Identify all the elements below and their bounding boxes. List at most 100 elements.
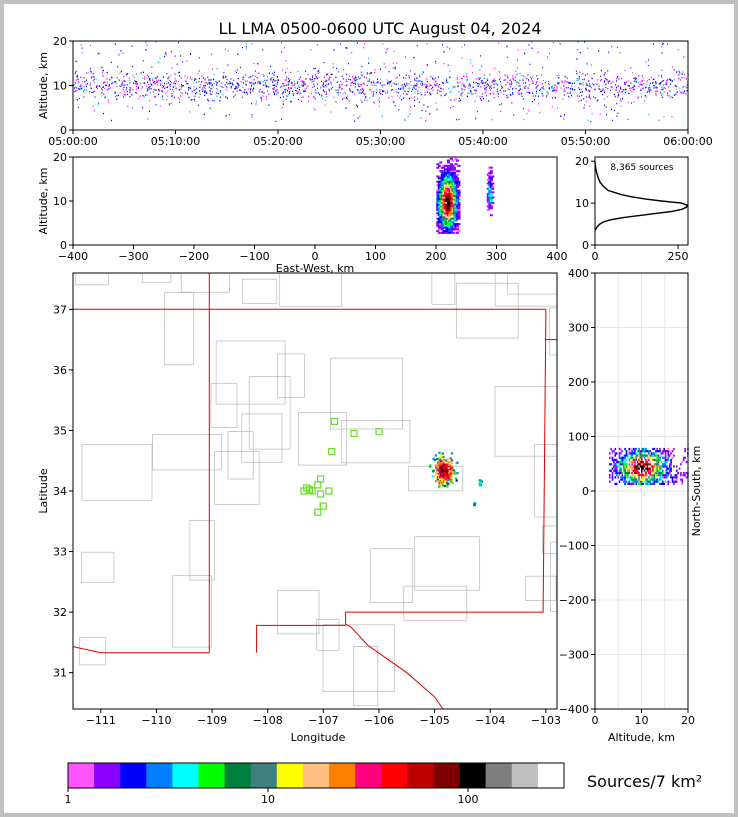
source-point: [645, 86, 647, 88]
source-point: [451, 90, 452, 92]
density-cell: [641, 482, 643, 485]
density-cell: [491, 187, 495, 190]
density-cell: [642, 467, 644, 470]
source-point: [587, 119, 589, 121]
source-point: [122, 88, 124, 90]
density-cell: [636, 467, 639, 470]
density-cell: [666, 458, 668, 461]
altitude-tick-label: 0: [60, 239, 67, 252]
eastwest-panel-frame: [72, 156, 558, 246]
source-point: [406, 93, 408, 95]
source-point: [652, 78, 654, 81]
source-point: [608, 80, 610, 83]
density-cell: [648, 450, 650, 453]
source-point: [171, 82, 173, 84]
source-point: [270, 65, 272, 67]
source-point: [215, 92, 217, 94]
source-point: [498, 71, 500, 73]
source-point: [549, 88, 551, 90]
source-point: [630, 82, 632, 84]
density-cell: [673, 476, 675, 479]
source-point: [605, 86, 607, 89]
source-point: [434, 77, 436, 79]
source-cell: [447, 483, 450, 486]
density-cell: [634, 456, 636, 459]
latitude-tick-label: 34: [53, 485, 67, 498]
source-cell: [444, 474, 447, 477]
source-point: [244, 89, 246, 91]
source-point: [640, 88, 642, 90]
source-point: [346, 97, 348, 100]
source-point: [468, 85, 470, 87]
source-point: [607, 88, 609, 90]
density-cell: [631, 471, 633, 475]
source-point: [567, 95, 569, 97]
source-point: [412, 88, 414, 91]
density-cell: [611, 467, 614, 470]
source-point: [228, 114, 230, 116]
source-point: [629, 87, 631, 90]
density-cell: [615, 452, 618, 455]
source-point: [350, 90, 352, 92]
source-point: [104, 95, 106, 98]
source-point: [272, 87, 274, 90]
source-point: [246, 92, 248, 95]
density-cell: [440, 191, 444, 194]
source-point: [251, 43, 253, 45]
density-cell: [673, 482, 675, 485]
density-cell: [440, 172, 444, 174]
density-cell: [488, 203, 492, 206]
source-point: [133, 82, 134, 84]
density-cell: [621, 450, 624, 453]
source-point: [203, 90, 205, 92]
source-point: [500, 110, 502, 113]
source-point: [255, 103, 257, 105]
source-point: [180, 77, 182, 79]
source-point: [485, 95, 487, 97]
source-point: [354, 80, 356, 82]
source-point: [369, 80, 370, 82]
density-cell: [666, 461, 668, 464]
source-point: [209, 82, 211, 85]
source-point: [123, 84, 125, 86]
density-cell: [648, 482, 650, 485]
source-point: [579, 83, 581, 85]
source-point: [151, 84, 153, 86]
eastwest-tick-label: 400: [547, 250, 568, 263]
source-point: [76, 99, 78, 101]
source-point: [654, 90, 656, 92]
source-point: [285, 98, 287, 100]
density-cell: [437, 228, 441, 231]
source-point: [506, 45, 508, 48]
source-point: [138, 87, 139, 89]
density-cell: [650, 476, 653, 479]
source-point: [80, 84, 82, 86]
source-point: [263, 92, 265, 94]
density-cell: [632, 465, 635, 468]
density-cell: [664, 474, 667, 477]
density-cell: [655, 465, 657, 468]
density-cell: [649, 450, 651, 453]
source-point: [402, 97, 404, 99]
source-point: [359, 83, 361, 85]
source-point: [153, 88, 155, 91]
source-point: [180, 92, 182, 94]
source-point: [407, 90, 409, 93]
source-point: [203, 86, 205, 89]
density-cell: [668, 465, 671, 468]
source-point: [362, 91, 363, 93]
source-point: [476, 95, 478, 97]
density-cell: [618, 456, 621, 459]
source-point: [394, 68, 396, 70]
source-point: [315, 92, 317, 94]
density-cell: [627, 471, 629, 475]
source-point: [292, 90, 294, 92]
source-point: [655, 81, 657, 83]
density-cell: [631, 469, 633, 472]
source-point: [288, 78, 289, 80]
source-point: [606, 79, 608, 81]
source-point: [226, 78, 228, 81]
source-point: [242, 46, 243, 49]
source-point: [258, 72, 260, 74]
density-cell: [622, 480, 625, 483]
